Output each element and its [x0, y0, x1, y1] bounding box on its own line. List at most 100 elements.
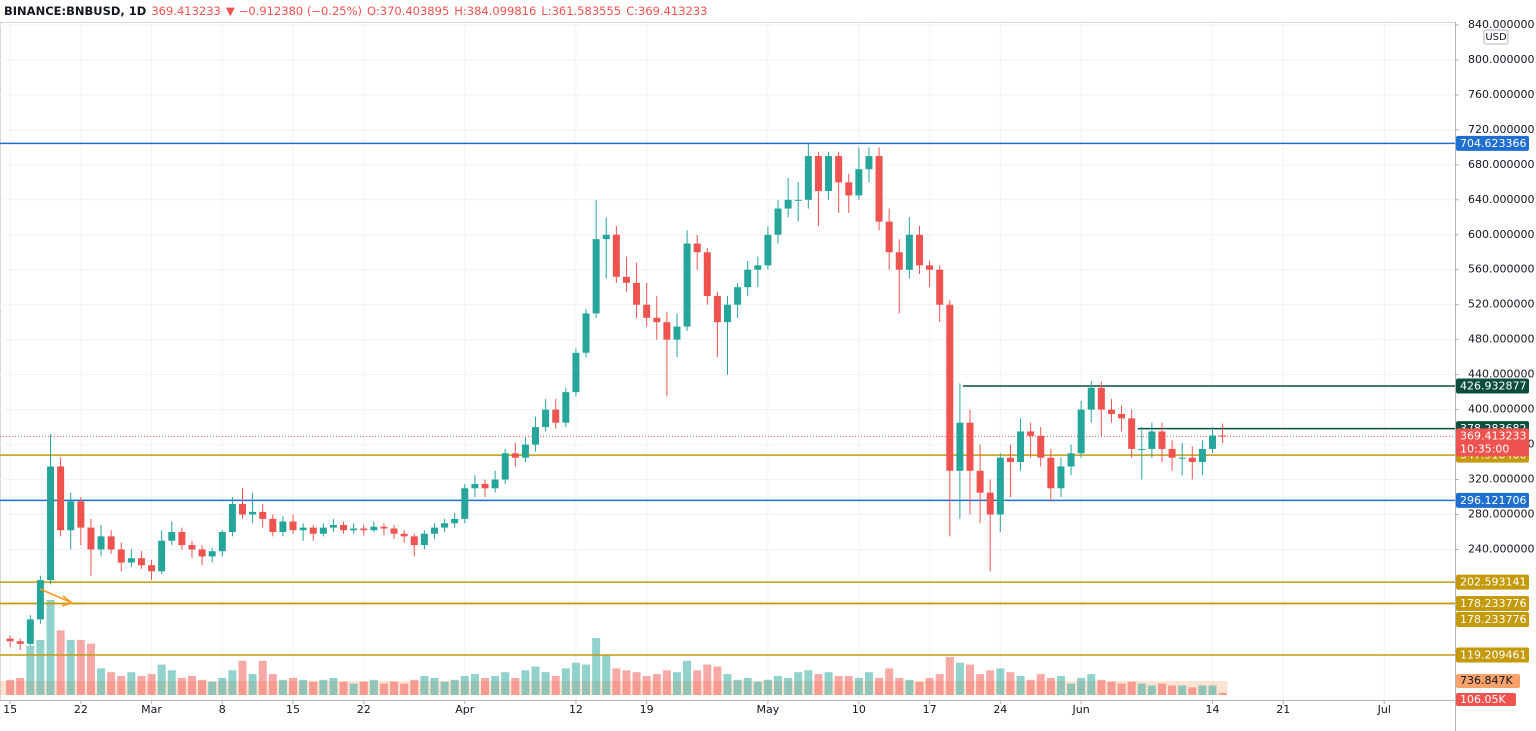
change: −0.912380 (−0.25%)	[239, 4, 362, 18]
candle-body	[764, 234, 772, 266]
volume-bar	[834, 675, 843, 695]
candle-body	[804, 156, 812, 200]
volume-bar	[339, 681, 348, 695]
candle-body	[158, 540, 166, 572]
high: H:384.099816	[454, 4, 536, 18]
volume-bar	[359, 681, 368, 695]
volume-bar	[268, 674, 277, 695]
candle-body	[1097, 387, 1105, 410]
last-price-label: 369.413233	[1460, 429, 1526, 442]
close: C:369.413233	[626, 4, 707, 18]
volume-bar	[844, 675, 853, 695]
candle-body	[1017, 431, 1025, 463]
volume-bar	[420, 675, 429, 695]
volume-bar	[167, 670, 176, 695]
level-tag-label: 426.932877	[1460, 380, 1526, 393]
candle-body	[865, 156, 873, 170]
x-tick-label: 21	[1276, 703, 1290, 716]
candle-body	[329, 524, 337, 528]
candle-body	[996, 457, 1004, 515]
candle-body	[875, 156, 883, 222]
volume-bar	[551, 675, 560, 695]
volume-bar	[976, 674, 985, 695]
volume-bar	[1026, 679, 1035, 695]
volume-bar	[36, 639, 45, 695]
volume-bar	[491, 675, 500, 695]
candle-body	[127, 558, 135, 563]
level-tag	[1456, 647, 1529, 663]
level-tag-label: 178.233776	[1460, 613, 1526, 626]
volume-bar	[86, 643, 95, 695]
level-tag	[1456, 492, 1529, 508]
candle-body	[239, 504, 246, 515]
level-tag-label: 202.593141	[1460, 576, 1526, 589]
volume-bar	[218, 677, 227, 695]
x-tick-label: 17	[923, 703, 937, 716]
volume-bar	[1077, 677, 1086, 695]
y-tick-label: 760.000000	[1468, 88, 1534, 101]
volume-bar	[925, 677, 934, 695]
candle-body	[845, 182, 853, 196]
candle-body	[178, 531, 186, 546]
y-tick-label: 520.000000	[1468, 298, 1534, 311]
candle-body	[319, 527, 327, 534]
candle-body	[946, 304, 954, 471]
candle-body	[168, 531, 176, 541]
volume-bar	[440, 681, 449, 695]
candle-body	[117, 549, 125, 563]
volume-bar	[1036, 674, 1045, 695]
volume-bar	[187, 675, 196, 695]
x-tick-label: Apr	[455, 703, 475, 716]
volume-bar	[814, 674, 823, 695]
volume-bar	[16, 677, 25, 695]
volume-bar	[66, 639, 75, 695]
candle-body	[1188, 457, 1196, 463]
candle-body	[814, 156, 822, 192]
volume-bar	[157, 664, 166, 695]
candle-body	[966, 422, 974, 471]
volume-pane	[0, 599, 1228, 695]
level-tag	[1456, 611, 1529, 627]
candle-body	[542, 409, 550, 428]
candle-body	[572, 352, 580, 393]
volume-bar	[309, 681, 318, 695]
arrow-line	[39, 588, 71, 603]
x-tick-label: 15	[3, 703, 17, 716]
x-tick-label: May	[757, 703, 780, 716]
volume-bar	[1097, 679, 1106, 695]
level-tag-label: 178.233776	[1460, 597, 1526, 610]
volume-bar	[703, 664, 712, 695]
candle-body	[67, 501, 75, 531]
volume-bar	[97, 668, 106, 695]
volume-bar	[369, 679, 378, 695]
volume-bar	[753, 681, 762, 695]
volume-bar	[662, 670, 671, 695]
x-tick-label: Jun	[1072, 703, 1090, 716]
price: 369.413233	[151, 4, 221, 18]
level-tag	[1456, 574, 1529, 590]
volume-bar	[1046, 677, 1055, 695]
candle-body	[1037, 435, 1045, 458]
candle-body	[57, 466, 65, 531]
currency-box	[1483, 29, 1509, 45]
candle-body	[1209, 435, 1216, 449]
volume-bar	[885, 668, 894, 695]
volume-bar	[258, 660, 267, 695]
level-tag-label: 704.623366	[1460, 137, 1526, 150]
volume-bar	[1168, 685, 1177, 695]
candle-body	[1107, 409, 1115, 414]
y-tick-label: 680.000000	[1468, 158, 1534, 171]
candle-body	[188, 545, 196, 550]
y-tick-label: 400.000000	[1468, 403, 1534, 416]
volume-bar	[784, 677, 793, 695]
candle-body	[269, 518, 277, 532]
volume-bar	[632, 672, 641, 695]
x-tick-label: 8	[219, 703, 226, 716]
volume-bar	[289, 677, 298, 695]
candle-body	[1178, 457, 1186, 459]
volume-bar	[804, 670, 813, 695]
volume-bar	[723, 674, 732, 695]
candle-body	[107, 536, 115, 550]
volume-bar	[147, 674, 156, 695]
